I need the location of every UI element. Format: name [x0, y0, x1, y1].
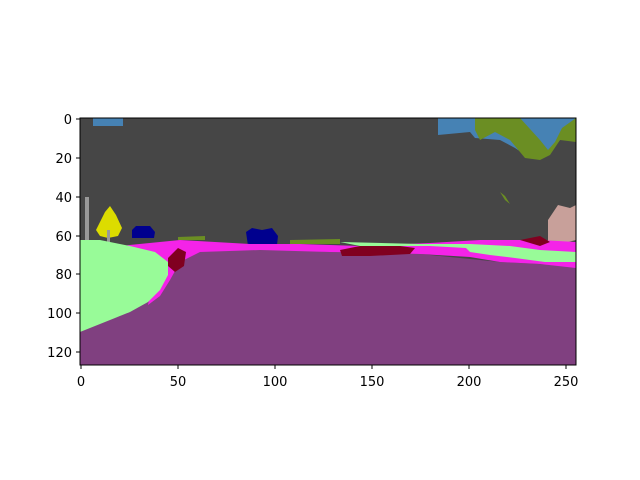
region-sky-left [93, 118, 123, 126]
region-dark-red-right [520, 236, 550, 246]
region-traffic-sign [96, 206, 122, 238]
region-vegetation-strip-2 [178, 236, 205, 240]
region-vegetation-top [475, 118, 576, 160]
x-tick-label: 0 [77, 375, 85, 390]
region-car-center [246, 228, 278, 246]
region-car-left [132, 226, 155, 238]
y-tick-label: 20 [55, 152, 72, 167]
region-sidewalk [120, 240, 576, 305]
region-terrain-left [80, 240, 168, 332]
y-tick-label: 100 [47, 307, 72, 322]
x-axis: 0 50 100 150 200 250 [77, 365, 579, 390]
region-vegetation-strip [290, 239, 340, 244]
region-terrain-right [340, 242, 576, 262]
x-tick-label: 100 [263, 375, 288, 390]
region-dark-red-center [340, 246, 415, 256]
segmentation-image [80, 118, 576, 365]
region-pole [85, 197, 89, 249]
region-vegetation-small [500, 192, 510, 204]
x-tick-label: 50 [170, 375, 187, 390]
x-tick-label: 150 [360, 375, 385, 390]
region-road [80, 248, 576, 365]
region-traffic-sign-pole [107, 230, 110, 250]
plot-frame [79, 117, 577, 366]
x-tick-label: 250 [554, 375, 579, 390]
x-tick-label: 200 [457, 375, 482, 390]
y-tick-label: 120 [47, 346, 72, 361]
y-tick-label: 0 [64, 113, 72, 128]
y-tick-label: 60 [55, 230, 72, 245]
y-axis: 0 20 40 60 80 100 120 [47, 113, 80, 361]
region-dark-red-left [168, 248, 186, 272]
region-wall-right [548, 205, 576, 244]
y-tick-label: 80 [55, 268, 72, 283]
y-tick-label: 40 [55, 191, 72, 206]
